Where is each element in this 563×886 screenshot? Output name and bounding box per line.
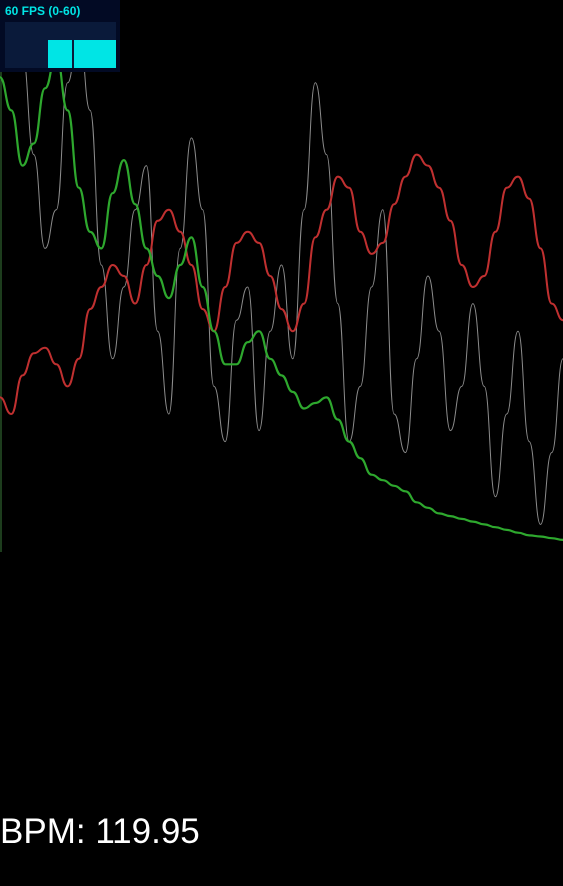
fps-bar-gap — [72, 40, 74, 68]
bpm-readout: BPM: 119.95 — [0, 812, 200, 852]
bpm-label: BPM: — [0, 812, 86, 851]
bpm-value: 119.95 — [95, 812, 199, 851]
wave-series-group — [0, 22, 563, 540]
fps-bar — [48, 40, 116, 68]
fps-meter: 60 FPS (0-60) — [0, 0, 120, 72]
wave-green — [0, 55, 563, 540]
waveform-visualizer — [0, 0, 563, 560]
fps-label: 60 FPS (0-60) — [5, 4, 80, 18]
fps-graph — [5, 22, 116, 68]
wave-gray — [0, 22, 563, 524]
